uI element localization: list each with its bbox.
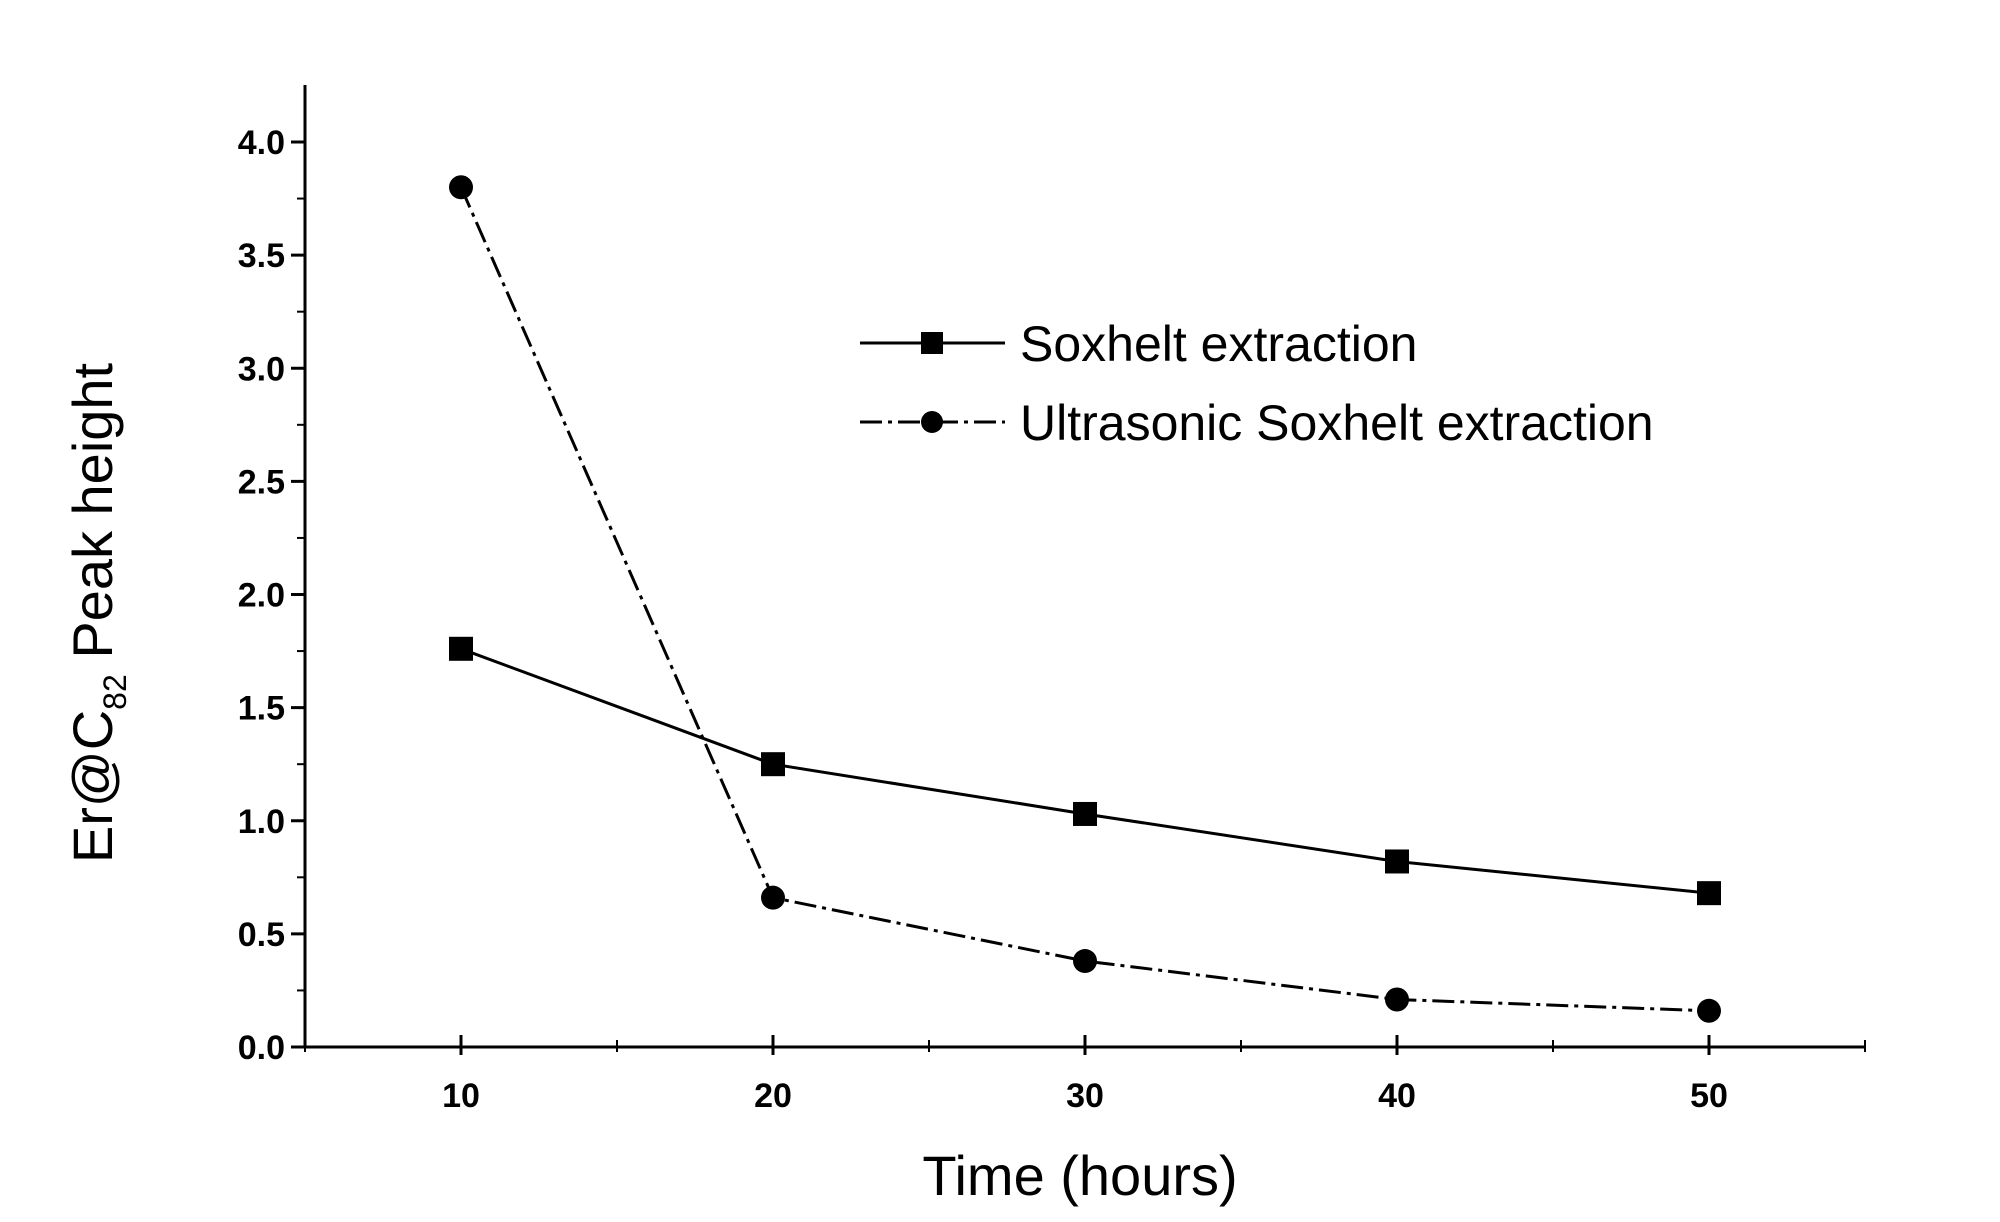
axes: [303, 85, 1865, 1049]
legend-label-soxhelt: Soxhelt extraction: [1020, 316, 1417, 372]
y-tick-label: 1.0: [238, 803, 285, 841]
series-lines: [459, 186, 1710, 1013]
data-point-circle: [449, 175, 473, 200]
y-axis-title-subscript: 82: [97, 674, 133, 710]
y-tick-label: 2.0: [238, 577, 285, 615]
x-tick-label: 40: [1378, 1077, 1416, 1115]
legend: Soxhelt extraction Ultrasonic Soxhelt ex…: [860, 316, 1654, 451]
data-point-circle: [1697, 998, 1721, 1023]
series-markers: [449, 175, 1721, 1023]
y-tick-label: 3.0: [238, 350, 285, 388]
series-line-0: [460, 647, 1710, 895]
y-tick-label: 3.5: [238, 237, 285, 275]
data-point-square: [761, 752, 785, 777]
x-axis-title: Time (hours): [922, 1144, 1237, 1207]
y-tick-label: 0.0: [238, 1029, 285, 1067]
y-tick-label: 4.0: [238, 124, 285, 162]
y-tick-label: 2.5: [238, 463, 285, 501]
data-point-square: [1385, 849, 1409, 874]
y-axis-title: Er@C82 Peak height: [61, 362, 133, 863]
data-point-square: [449, 636, 473, 661]
legend-marker-soxhelt: [921, 332, 943, 354]
data-point-circle: [1073, 949, 1097, 974]
x-tick-label: 10: [442, 1077, 480, 1115]
series-line-1: [459, 186, 1710, 1013]
data-point-square: [1073, 801, 1097, 826]
y-tick-label: 1.5: [238, 690, 285, 728]
legend-marker-ultrasonic: [921, 411, 943, 433]
data-point-circle: [1385, 987, 1409, 1012]
y-axis-title-suffix: Peak height: [61, 362, 124, 674]
y-axis-title-main: Er@C: [61, 710, 124, 863]
y-tick-label: 0.5: [238, 916, 285, 954]
x-tick-label: 30: [1066, 1077, 1104, 1115]
legend-label-ultrasonic: Ultrasonic Soxhelt extraction: [1020, 395, 1654, 451]
ticks: 10 20 30 40 50 0.0 0.5 1.0 1.5 2.0 2.5 3.0 3.5 4.0: [238, 124, 1866, 1115]
data-point-square: [1697, 881, 1721, 906]
x-tick-label: 20: [754, 1077, 792, 1115]
x-tick-label: 50: [1690, 1077, 1728, 1115]
data-point-circle: [761, 885, 785, 910]
